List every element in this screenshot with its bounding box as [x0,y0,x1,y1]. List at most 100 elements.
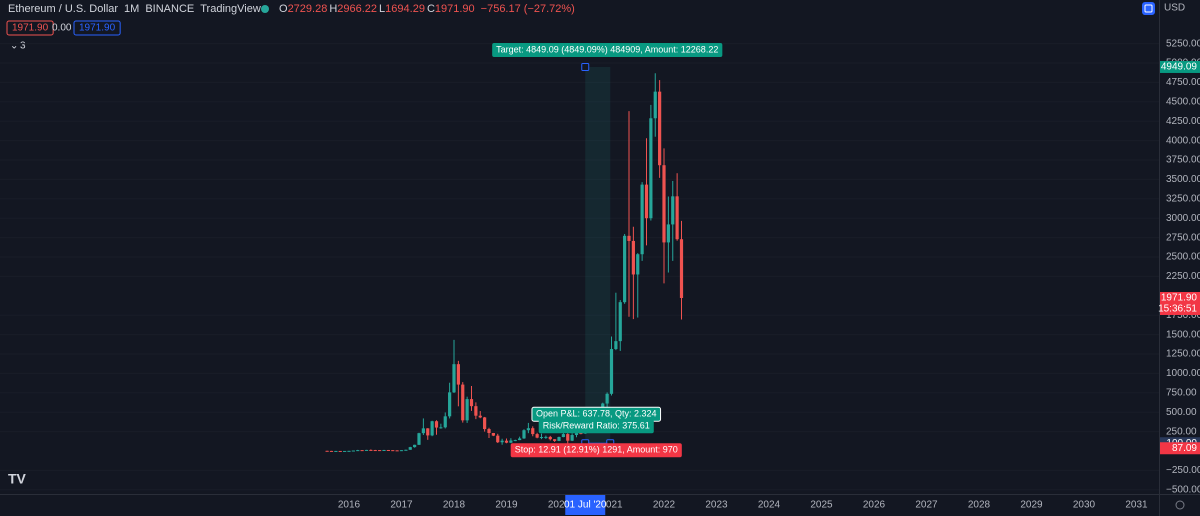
candle-body [456,364,460,385]
candle-body [404,449,408,451]
candle-body [413,444,417,448]
target-label-box [492,42,723,57]
candle-body [662,165,666,243]
candle-body [548,436,552,440]
candle-body [561,434,565,438]
x-tick-label: 2018 [443,500,466,511]
x-tick-label: 2031 [1125,500,1148,511]
buy-price-box [73,20,121,36]
x-tick-label: 2016 [338,500,361,511]
candle-body [469,399,474,407]
candle-body [338,450,342,452]
x-tick-label: 2030 [1073,500,1096,511]
candle-body [535,434,539,438]
y-tick-label: 4500.00 [1166,96,1200,107]
candle-body [452,364,456,393]
candle-body [347,450,351,452]
y-tick-label: 4750.00 [1166,77,1200,88]
pnl-label: Open P&L: 637.78, Qty: 2.324 [536,409,657,419]
candle-body [474,406,478,416]
candle-body [391,450,395,452]
x-tick-label: 2022 [653,500,676,511]
ohlc-value: 2729.28 [288,3,328,15]
sell-price-box [6,20,54,36]
candle-body [443,416,447,428]
interval: 1M [124,3,139,15]
y-tick-label: 3500.00 [1166,174,1200,185]
candle-body [483,417,487,430]
candle-body [557,437,561,441]
x-tick-label: 2025 [810,500,833,511]
candle-body [465,399,469,421]
ohlc-key: O [279,3,288,15]
ohlc-key: L [379,3,385,15]
indicators-toggle[interactable]: ⌄ [10,41,18,52]
spread: 0.00 [52,23,72,34]
candle-body [426,428,430,436]
countdown-label-box [1160,302,1200,315]
stop-label: Stop: 12.91 (12.91%) 1291, Amount: 970 [515,445,678,455]
change: −756.17 (−27.72%) [481,3,575,15]
exchange: BINANCE [145,3,194,15]
y-tick-label: −250.00 [1166,465,1200,476]
y-tick-label: 2250.00 [1166,271,1200,282]
buy-price: 1971.90 [79,23,116,34]
y-tick-label: 250.00 [1166,426,1197,437]
candle-body [579,433,583,435]
candle-body [325,450,329,452]
candle-body [496,435,500,443]
y-tick-label: 1500.00 [1166,329,1200,340]
candle-body [417,433,421,445]
candle-body [509,440,513,443]
candle-body [356,450,360,452]
candle-body [382,449,386,451]
last-price-label: 1971.90 [1161,293,1198,304]
candle-body [566,434,570,441]
candle-body [522,430,526,439]
candle-body [631,240,635,275]
provider: TradingView [200,3,261,15]
position-handle[interactable] [581,62,590,71]
candle-body [623,235,627,303]
settings-icon[interactable] [1142,2,1155,15]
y-tick-label: 1750.00 [1166,310,1200,321]
candle-body [434,421,439,428]
candle-body [653,91,657,119]
candle-body [386,449,390,451]
currency: USD [1164,3,1185,14]
candle-body [553,439,557,441]
y-tick-label: 1000.00 [1166,368,1200,379]
target-label: Target: 4849.09 (4849.09%) 484909, Amoun… [496,44,718,54]
candle-body [351,450,355,452]
candle-body [378,450,382,452]
ohlc-key: C [427,3,435,15]
y-tick-label: 500.00 [1166,407,1197,418]
y-tick-label: 4250.00 [1166,116,1200,127]
y-tick-label: −500.00 [1166,484,1200,495]
y-tick-label: 3750.00 [1166,155,1200,166]
candle-body [618,302,622,342]
candle-body [679,239,684,298]
candle-body [570,435,574,441]
candle-body [373,450,377,452]
x-tick-label: 2021 [600,500,623,511]
candle-body [666,224,670,243]
x-tick-label: 2029 [1020,500,1043,511]
last-price-label-box [1160,291,1200,304]
sell-price: 1971.90 [12,23,49,34]
x-tick-label: 2017 [390,500,413,511]
stop-price-label: 87.09 [1172,443,1197,454]
candle-body [605,393,609,404]
target-price-label: 4949.09 [1161,62,1198,73]
candle-body [343,450,347,452]
gear-icon[interactable] [1175,500,1185,510]
x-tick-label: 2027 [915,500,938,511]
candle-body [364,449,369,451]
ohlc-key: H [329,3,337,15]
x-tick-label: 2019 [495,500,518,511]
x-tick-label: 2023 [705,500,728,511]
tv-logo: TV [8,471,27,487]
candle-body [439,427,443,429]
candle-body [513,440,517,442]
